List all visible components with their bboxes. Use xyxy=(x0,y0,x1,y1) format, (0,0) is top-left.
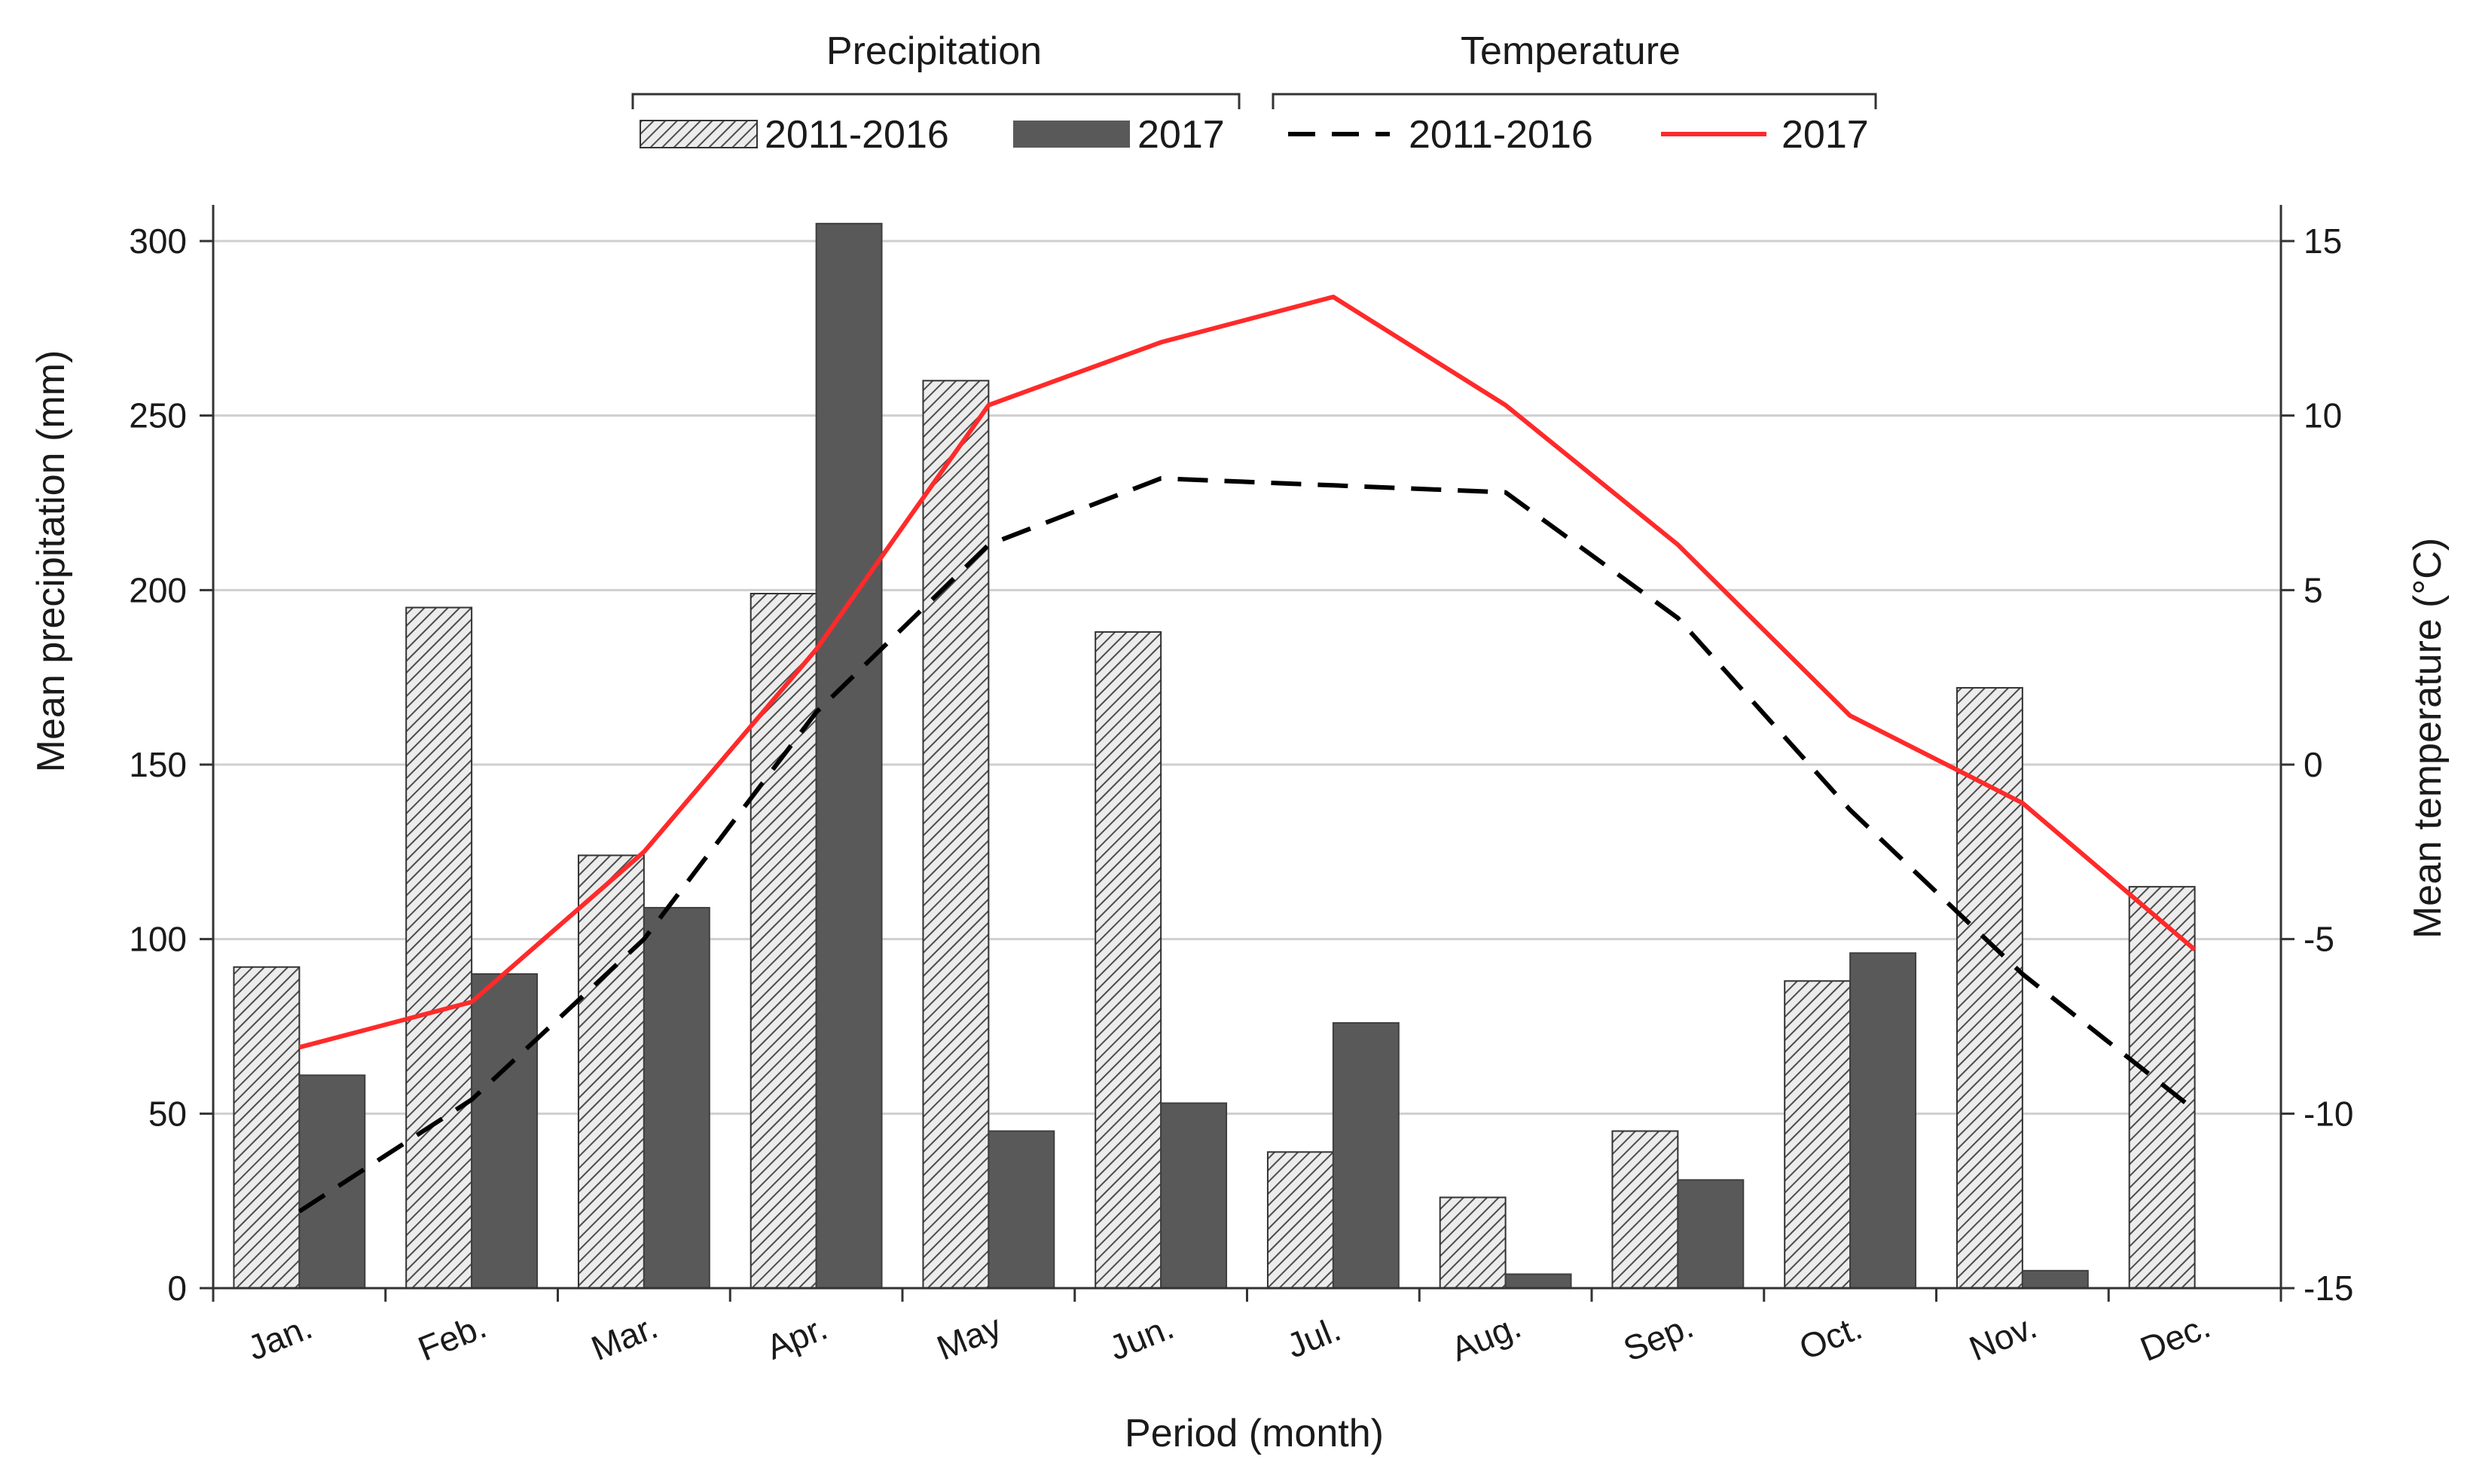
bar-precip-2017-aug xyxy=(1504,1273,1572,1290)
x-tick-label: Apr. xyxy=(761,1308,832,1367)
bar-precip-2017-feb xyxy=(471,973,539,1289)
legend-bracket-precipitation xyxy=(631,93,1241,109)
bar-precip-2017-jun xyxy=(1160,1102,1228,1290)
bar-precip-2011-2016-feb xyxy=(405,606,473,1289)
x-tick-label: Mar. xyxy=(586,1306,663,1368)
line-series-group xyxy=(298,295,2197,1214)
bar-precip-2011-2016-may xyxy=(922,380,990,1289)
x-tick-label: Aug. xyxy=(1446,1305,1526,1369)
bar-precip-2017-mar xyxy=(643,906,710,1289)
y-right-tick-label: 0 xyxy=(2304,745,2323,784)
legend-label-temp-2011-2016: 2011-2016 xyxy=(1409,113,1593,157)
bar-precip-2011-2016-aug xyxy=(1439,1196,1507,1289)
legend-swatch-precip-2017 xyxy=(1013,121,1130,148)
bar-precip-2011-2016-mar xyxy=(577,854,645,1289)
legend-label-precip-2017: 2017 xyxy=(1137,113,1225,157)
y-left-tick-label: 200 xyxy=(129,570,187,609)
bar-precip-2011-2016-dec xyxy=(2128,886,2196,1289)
y-left-tick-label: 150 xyxy=(129,745,187,784)
x-tick-label: May xyxy=(931,1307,1006,1368)
legend-label-temp-2017: 2017 xyxy=(1782,113,1869,157)
bar-precip-2017-nov xyxy=(2021,1269,2089,1290)
gridlines xyxy=(213,240,2281,1115)
y-right-tick-label: 10 xyxy=(2304,396,2342,435)
y-axis-right-title: Mean temperature (°C) xyxy=(2406,538,2450,939)
bar-precip-2011-2016-sep xyxy=(1611,1130,1679,1289)
bar-precip-2011-2016-nov xyxy=(1956,687,2023,1289)
y-right-tick-label: 5 xyxy=(2304,570,2323,609)
bar-precip-2011-2016-oct xyxy=(1784,980,1852,1290)
y-left-tick-label: 100 xyxy=(129,920,187,959)
x-tick-label: Feb. xyxy=(413,1306,492,1369)
y-right-tick-label: -15 xyxy=(2304,1269,2353,1308)
bar-precip-2017-oct xyxy=(1849,952,1917,1289)
bar-series-group xyxy=(233,222,2196,1290)
x-tick-label: Oct. xyxy=(1794,1307,1867,1367)
x-tick-label: Sep. xyxy=(1618,1305,1699,1369)
line-temp-2017 xyxy=(298,295,2197,1050)
x-tick-label: Jul. xyxy=(1281,1309,1346,1366)
bar-precip-2017-may xyxy=(988,1130,1055,1289)
line-temp-2011-2016 xyxy=(298,476,2197,1214)
legend-group-title-temperature: Temperature xyxy=(1461,29,1681,73)
y-left-tick-label: 0 xyxy=(167,1269,187,1308)
bar-precip-2017-jan xyxy=(298,1074,366,1290)
bar-precip-2017-sep xyxy=(1677,1179,1745,1290)
y-right-tick-label: 15 xyxy=(2304,221,2342,261)
y-right-tick-label: -10 xyxy=(2304,1094,2353,1133)
y-left-tick-label: 300 xyxy=(129,221,187,261)
bar-precip-2017-jul xyxy=(1332,1021,1400,1290)
y-left-tick-label: 50 xyxy=(148,1094,187,1133)
legend-bracket-temperature xyxy=(1272,93,1877,109)
y-axis-left-title: Mean precipitation (mm) xyxy=(29,350,73,773)
bar-precip-2017-apr xyxy=(815,222,883,1289)
x-tick-label: Jun. xyxy=(1104,1307,1179,1368)
bar-precip-2011-2016-jan xyxy=(233,966,301,1289)
legend-swatch-precip-2011-2016 xyxy=(640,120,758,148)
x-axis-title: Period (month) xyxy=(1125,1412,1384,1455)
bar-precip-2011-2016-apr xyxy=(750,592,817,1289)
y-left-tick-label: 250 xyxy=(129,396,187,435)
x-tick-label: Nov. xyxy=(1964,1306,2042,1368)
bar-precip-2011-2016-jul xyxy=(1266,1151,1334,1290)
legend-group-title-precipitation: Precipitation xyxy=(826,29,1042,73)
bar-precip-2011-2016-jun xyxy=(1095,631,1162,1289)
y-right-tick-label: -5 xyxy=(2304,920,2334,959)
legend-label-precip-2011-2016: 2011-2016 xyxy=(765,113,949,157)
legend: Precipitation Temperature 2011-2016 2017… xyxy=(631,29,1877,157)
x-tick-label: Dec. xyxy=(2135,1305,2215,1369)
x-tick-label: Jan. xyxy=(242,1307,317,1368)
